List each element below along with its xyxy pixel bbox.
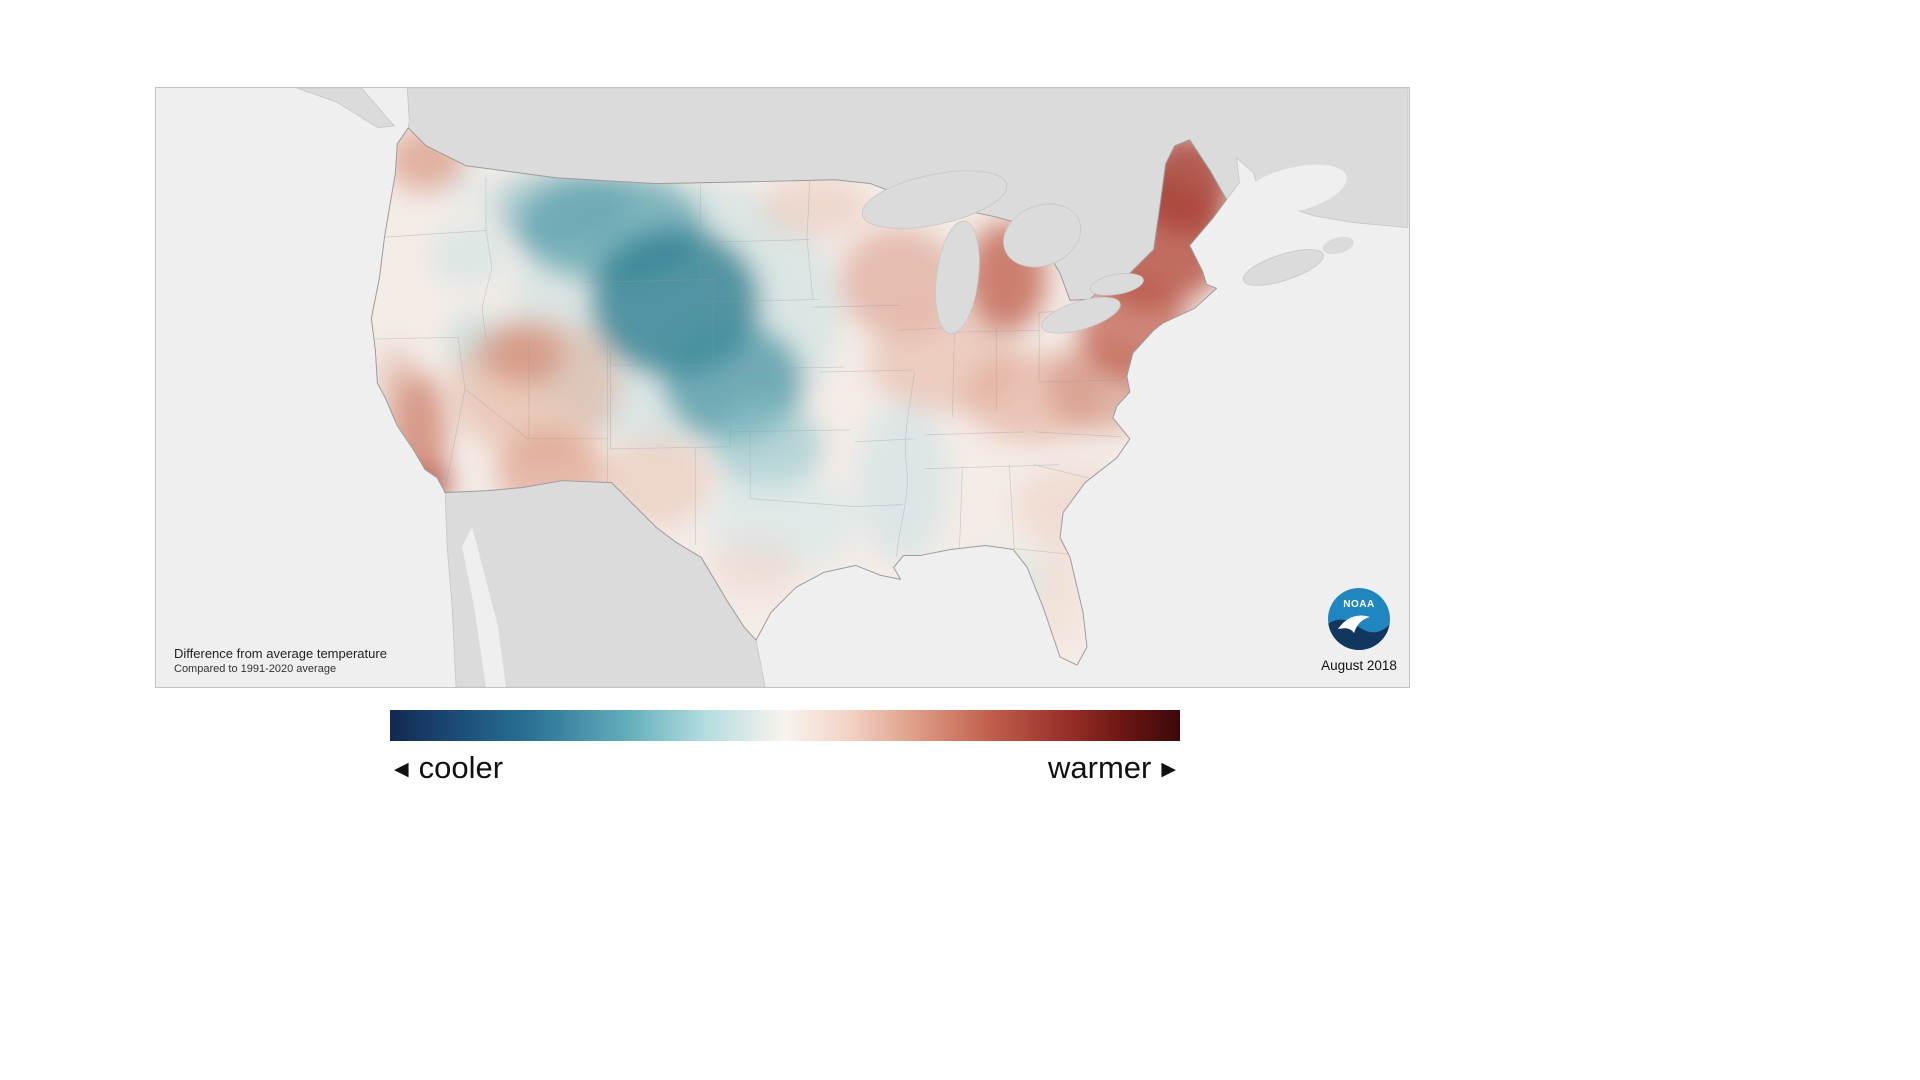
logo-block: NOAA August 2018 bbox=[1299, 586, 1419, 673]
date-label: August 2018 bbox=[1321, 658, 1397, 673]
us-temperature-anomaly-map bbox=[157, 88, 1409, 687]
lake-superior bbox=[861, 170, 1008, 229]
lake-ontario bbox=[1089, 273, 1144, 296]
vancouver-island bbox=[296, 88, 396, 129]
noaa-logo-icon: NOAA bbox=[1328, 588, 1390, 650]
legend-labels: ◀ cooler warmer ▶ bbox=[390, 744, 1180, 792]
cooler-legend: ◀ cooler bbox=[390, 750, 503, 786]
gulf-of-st-lawrence bbox=[1239, 164, 1347, 215]
lake-huron bbox=[1003, 203, 1082, 268]
cooler-arrow-icon: ◀ bbox=[394, 758, 409, 780]
lake-erie bbox=[1041, 296, 1121, 334]
cooler-label: cooler bbox=[418, 750, 504, 785]
nova-scotia bbox=[1242, 249, 1324, 286]
great-lakes bbox=[861, 170, 1144, 335]
noaa-logo-text: NOAA bbox=[1343, 599, 1374, 610]
warmer-label: warmer bbox=[1048, 750, 1152, 785]
warmer-legend: warmer ▶ bbox=[1048, 750, 1180, 786]
gulf-of-california bbox=[462, 526, 506, 687]
map-panel: Difference from average temperature Comp… bbox=[155, 87, 1410, 688]
lake-michigan bbox=[935, 220, 980, 335]
warmer-arrow-icon: ▶ bbox=[1161, 758, 1176, 780]
colorbar bbox=[390, 710, 1180, 741]
us-outline bbox=[370, 127, 1228, 666]
map-caption: Difference from average temperature Comp… bbox=[174, 645, 387, 677]
map-caption-line1: Difference from average temperature bbox=[174, 645, 387, 661]
map-caption-line2: Compared to 1991-2020 average bbox=[174, 663, 337, 676]
prince-edward-island bbox=[1322, 236, 1354, 255]
